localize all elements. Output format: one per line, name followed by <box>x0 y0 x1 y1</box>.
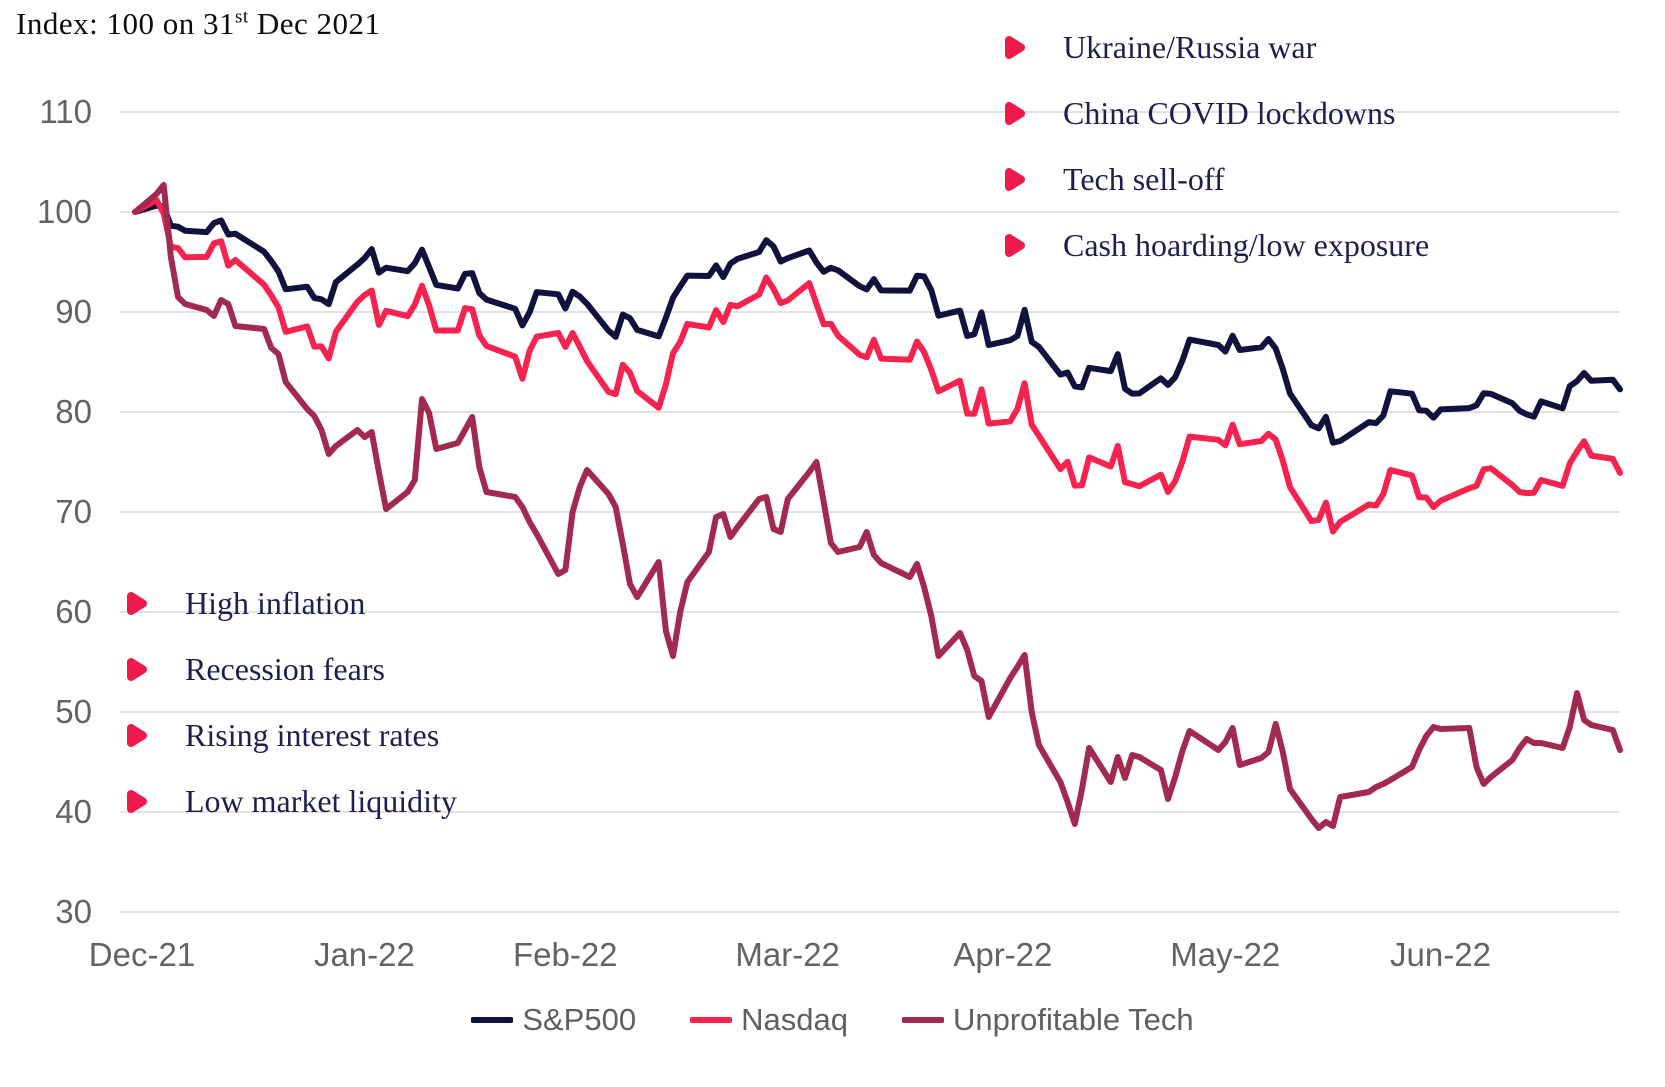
annotation-top-right-item-3: Cash hoarding/low exposure <box>1002 212 1429 278</box>
y-tick-label: 60 <box>55 593 92 630</box>
annotation-list-bottom-left: High inflation Recession fears Rising inte… <box>124 570 457 834</box>
bullet-triangle-shape <box>127 657 147 681</box>
bullet-triangle-icon <box>127 657 147 681</box>
y-tick-label: 50 <box>55 693 92 730</box>
annotation-top-right-item-1: China COVID lockdowns <box>1002 80 1429 146</box>
annotation-bottom-left-label-3: Low market liquidity <box>185 782 457 819</box>
x-tick-label: Jun-22 <box>1390 936 1491 973</box>
bullet-triangle-shape <box>1005 35 1025 59</box>
annotation-bottom-left-item-0: High inflation <box>124 570 457 636</box>
x-tick-label: Apr-22 <box>953 936 1052 973</box>
x-tick-label: Mar-22 <box>735 936 840 973</box>
bullet-triangle-shape <box>127 723 147 747</box>
y-tick-label: 90 <box>55 293 92 330</box>
x-tick-label: Feb-22 <box>513 936 618 973</box>
legend-item-2: Unprofitable Tech <box>901 1002 1194 1038</box>
bullet-triangle-shape <box>127 591 147 615</box>
bullet-triangle-icon <box>1005 35 1025 59</box>
legend-swatch-icon <box>901 1017 944 1023</box>
annotation-top-right-item-2: Tech sell-off <box>1002 146 1429 212</box>
y-tick-label: 40 <box>55 793 92 830</box>
annotation-bottom-left-label-0: High inflation <box>185 584 366 621</box>
annotation-top-right-item-0: Ukraine/Russia war <box>1002 14 1429 80</box>
y-tick-label: 110 <box>39 93 92 130</box>
legend-item-1: Nasdaq <box>690 1002 848 1038</box>
annotation-top-right-label-1: China COVID lockdowns <box>1063 94 1396 131</box>
annotation-top-right-label-3: Cash hoarding/low exposure <box>1063 226 1430 263</box>
chart-title-superscript: st <box>234 6 249 28</box>
chart-legend: S&P500 Nasdaq Unprofitable Tech <box>0 1002 1665 1038</box>
x-tick-label: May-22 <box>1170 936 1280 973</box>
series-line-nasdaq <box>132 197 1623 535</box>
x-tick-label: Jan-22 <box>314 936 415 973</box>
x-tick-label: Dec-21 <box>89 936 195 973</box>
bullet-triangle-shape <box>127 789 147 813</box>
bullet-triangle-icon <box>1005 233 1025 257</box>
chart-title: Index: 100 on 31st Dec 2021 <box>16 6 381 42</box>
y-tick-label: 70 <box>55 493 92 530</box>
annotation-bottom-left-label-2: Rising interest rates <box>185 716 440 753</box>
legend-item-0: S&P500 <box>471 1002 636 1038</box>
legend-label-2: Unprofitable Tech <box>952 1002 1194 1037</box>
legend-swatch-icon <box>690 1017 733 1023</box>
y-tick-label: 100 <box>37 193 92 230</box>
series-line-unprofitable-tech <box>132 182 1623 831</box>
annotation-top-right-label-2: Tech sell-off <box>1063 160 1225 197</box>
y-tick-label: 30 <box>55 893 92 930</box>
bullet-triangle-icon <box>127 591 147 615</box>
bullet-triangle-icon <box>1005 101 1025 125</box>
chart-title-prefix: Index: 100 on 31 <box>16 6 235 41</box>
bullet-triangle-shape <box>1005 101 1025 125</box>
annotation-bottom-left-item-3: Low market liquidity <box>124 768 457 834</box>
annotation-list-top-right: Ukraine/Russia war China COVID lockdowns T… <box>1002 14 1429 278</box>
y-tick-label: 80 <box>55 393 92 430</box>
bullet-triangle-icon <box>127 723 147 747</box>
legend-label-1: Nasdaq <box>741 1002 848 1037</box>
bullet-triangle-shape <box>1005 233 1025 257</box>
bullet-triangle-shape <box>1005 167 1025 191</box>
legend-swatch-icon <box>471 1017 514 1023</box>
series-line-s-p500 <box>132 202 1623 446</box>
annotation-bottom-left-item-1: Recession fears <box>124 636 457 702</box>
annotation-top-right-label-0: Ukraine/Russia war <box>1063 28 1317 65</box>
annotation-bottom-left-label-1: Recession fears <box>185 650 385 687</box>
bullet-triangle-icon <box>127 789 147 813</box>
chart-title-suffix: Dec 2021 <box>248 6 381 41</box>
bullet-triangle-icon <box>1005 167 1025 191</box>
annotation-bottom-left-item-2: Rising interest rates <box>124 702 457 768</box>
legend-label-0: S&P500 <box>522 1002 637 1037</box>
